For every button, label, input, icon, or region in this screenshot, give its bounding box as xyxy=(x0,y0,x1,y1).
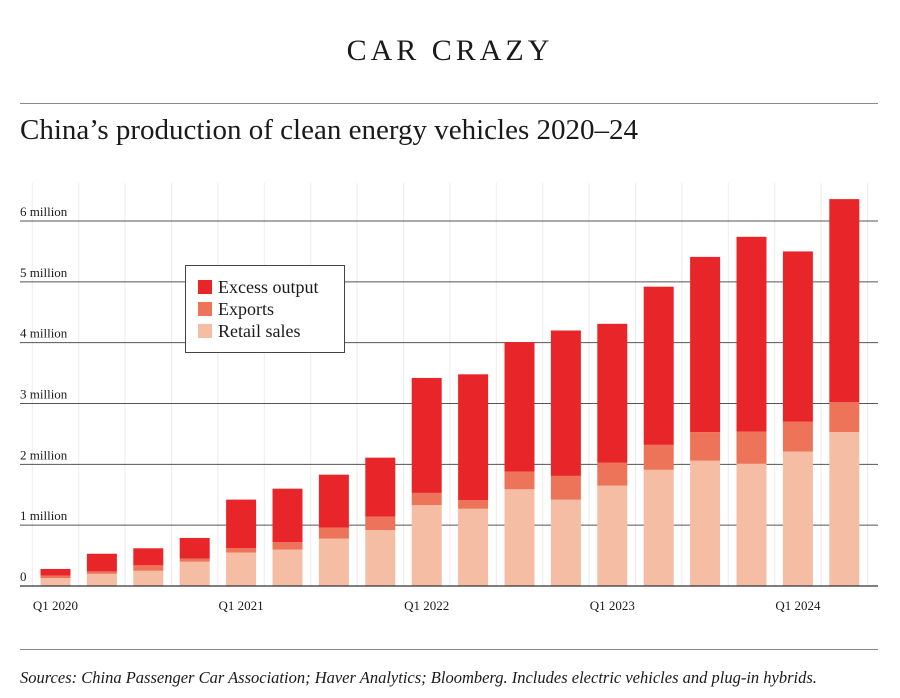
bar-retail xyxy=(365,530,396,586)
bar-excess xyxy=(411,377,442,493)
bar-exports xyxy=(829,402,860,433)
bar-excess xyxy=(597,323,628,463)
bar-exports xyxy=(272,542,303,550)
bar-retail xyxy=(736,463,767,586)
bottom-divider xyxy=(20,649,878,650)
bar-excess xyxy=(458,374,489,501)
bar-retail xyxy=(226,552,257,586)
y-tick-label: 1 million xyxy=(20,508,68,523)
legend-label-excess: Excess output xyxy=(218,276,319,297)
bar-excess xyxy=(829,199,860,403)
legend-item-exports: Exports xyxy=(198,298,344,320)
x-tick-label: Q1 2021 xyxy=(219,598,264,613)
bar-excess xyxy=(86,553,117,572)
legend-label-exports: Exports xyxy=(218,298,274,319)
x-tick-label: Q1 2024 xyxy=(775,598,821,613)
bar-retail xyxy=(458,508,489,586)
bar-retail xyxy=(690,460,721,586)
bar-retail xyxy=(829,432,860,586)
bar-excess xyxy=(782,251,813,422)
bar-exports xyxy=(550,475,581,500)
bar-excess xyxy=(736,236,767,432)
x-tick-label: Q1 2020 xyxy=(33,598,78,613)
x-tick-label: Q1 2023 xyxy=(590,598,635,613)
bar-excess xyxy=(365,457,396,517)
bar-retail xyxy=(179,561,210,586)
bar-exports xyxy=(365,516,396,531)
bar-excess xyxy=(133,548,164,566)
bar-exports xyxy=(597,462,628,486)
bar-retail xyxy=(40,578,71,586)
y-tick-label: 6 million xyxy=(20,204,68,219)
bar-exports xyxy=(179,558,210,562)
chart-title: CAR CRAZY xyxy=(346,34,554,67)
chart-subtitle: China’s production of clean energy vehic… xyxy=(20,114,638,146)
bar-retail xyxy=(272,549,303,586)
bar-retail xyxy=(133,570,164,586)
bar-excess xyxy=(40,568,71,576)
bar-exports xyxy=(782,421,813,452)
bar-exports xyxy=(736,431,767,464)
bar-excess xyxy=(272,488,303,543)
bar-retail xyxy=(643,469,674,586)
bar-excess xyxy=(318,474,349,528)
legend-swatch-retail xyxy=(198,324,212,338)
bar-retail xyxy=(782,451,813,586)
bar-excess xyxy=(550,330,581,476)
y-tick-label: 5 million xyxy=(20,265,68,280)
bar-exports xyxy=(690,432,721,461)
bar-exports xyxy=(643,444,674,470)
legend-item-excess: Excess output xyxy=(198,276,344,298)
bar-exports xyxy=(86,571,117,574)
bar-retail xyxy=(86,573,117,586)
bar-retail xyxy=(318,538,349,586)
legend-swatch-excess xyxy=(198,280,212,294)
bar-exports xyxy=(40,575,71,579)
bar-exports xyxy=(458,500,489,509)
chart-legend: Excess output Exports Retail sales xyxy=(185,265,345,353)
bar-retail xyxy=(550,499,581,586)
bar-exports xyxy=(226,548,257,553)
legend-label-retail: Retail sales xyxy=(218,320,301,341)
bar-exports xyxy=(318,527,349,539)
bar-retail xyxy=(504,489,535,586)
bar-exports xyxy=(411,492,442,506)
bar-exports xyxy=(133,565,164,571)
bar-chart: 0 1 million 2 million 3 million 4 million 5 m… xyxy=(20,183,878,613)
y-tick-label: 2 million xyxy=(20,447,68,462)
y-tick-label: 3 million xyxy=(20,387,68,402)
bar-excess xyxy=(690,256,721,433)
bar-excess xyxy=(179,537,210,559)
source-note: Sources: China Passenger Car Association… xyxy=(20,668,817,687)
bar-retail xyxy=(411,505,442,586)
bar-excess xyxy=(226,499,257,549)
bar-retail xyxy=(597,485,628,586)
y-tick-label: 4 million xyxy=(20,326,68,341)
bar-excess xyxy=(643,286,674,445)
bar-excess xyxy=(504,342,535,472)
y-tick-label: 0 xyxy=(20,569,27,584)
bar-exports xyxy=(504,471,535,490)
legend-swatch-exports xyxy=(198,302,212,316)
legend-item-retail: Retail sales xyxy=(198,320,344,342)
x-tick-label: Q1 2022 xyxy=(404,598,449,613)
top-divider xyxy=(20,103,878,104)
